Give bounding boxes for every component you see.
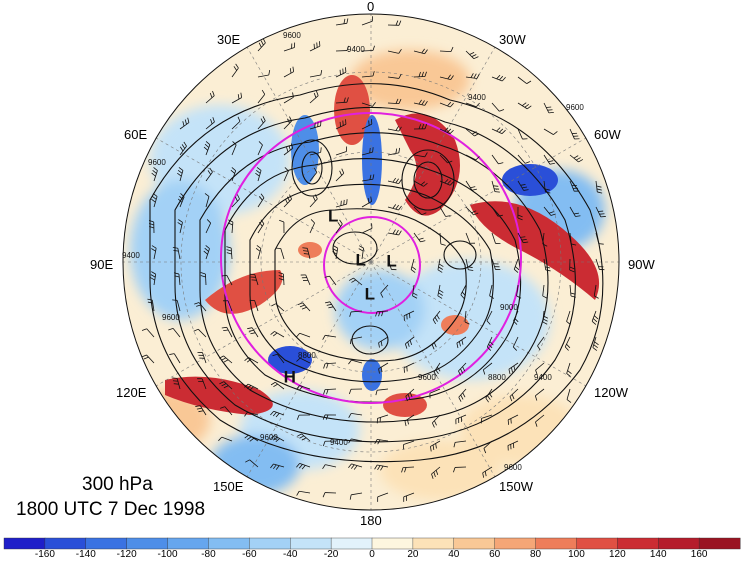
lon-label-120w: 120W	[594, 385, 628, 400]
lon-label-150e: 150E	[213, 479, 244, 494]
lon-label-60w: 60W	[594, 127, 621, 142]
colorbar-segment-14	[576, 537, 618, 550]
contour-label-3: 9600	[566, 103, 584, 112]
lon-label-180: 180	[360, 513, 382, 528]
colorbar-tick-label: -40	[282, 549, 298, 560]
graticule	[123, 14, 619, 510]
anomaly-shading	[130, 50, 605, 500]
contour-label-1: 9400	[347, 45, 365, 54]
contour-label-7: 8800	[298, 351, 316, 360]
colorbar-tick-label: 60	[489, 549, 501, 560]
lon-label-90e: 90E	[90, 257, 114, 272]
colorbar-segment-15	[617, 537, 659, 550]
lon-label-120e: 120E	[116, 385, 147, 400]
lon-label-30w: 30W	[499, 32, 526, 47]
contour-label-8: 9400	[330, 438, 348, 447]
colorbar-tick-label: 160	[690, 549, 708, 560]
colorbar-segment-16	[658, 537, 700, 550]
time-label: 1800 UTC 7 Dec 1998	[16, 499, 206, 520]
colorbar-tick-label: 100	[568, 549, 585, 560]
contour-label-13: 9600	[504, 463, 522, 472]
colorbar-tick-label: -60	[242, 549, 257, 560]
pressure-center-l-2: L	[386, 251, 396, 270]
colorbar-segment-3	[126, 537, 169, 550]
colorbar	[3, 537, 741, 550]
reference-circles	[220, 112, 522, 404]
contour-label-9: 9600	[418, 373, 436, 382]
colorbar-tick-label: -140	[75, 549, 96, 560]
contour-label-5: 9400	[122, 251, 140, 260]
colorbar-tick-label: 120	[608, 549, 626, 560]
colorbar-tick-label: -100	[157, 549, 178, 560]
colorbar-segment-10	[412, 537, 455, 550]
lon-label-30e: 30E	[217, 32, 241, 47]
contour-label-10: 8800	[488, 373, 506, 382]
colorbar-segment-4	[167, 537, 209, 550]
colorbar-tick-label: 20	[407, 549, 419, 560]
pressure-center-l-3: L	[365, 285, 375, 304]
colorbar-segment-8	[330, 537, 373, 550]
colorbar-tick-label: -80	[201, 549, 216, 560]
contour-label-4: 9600	[148, 158, 166, 167]
lon-label-60e: 60E	[124, 127, 148, 142]
colorbar-segment-2	[85, 537, 128, 550]
contour-labels: 9600 9400 9400 9600 9600 9400 9600 8800 9400 9600…	[122, 31, 584, 472]
colorbar-tick-label: 140	[649, 549, 667, 560]
lon-label-0: 0	[367, 0, 375, 14]
lon-label-150w: 150W	[499, 479, 533, 494]
colorbar-segment-0	[3, 537, 46, 550]
contour-label-2: 9400	[468, 93, 486, 102]
contour-label-0: 9600	[283, 31, 301, 40]
contour-label-14: 9600	[260, 433, 278, 442]
pressure-center-l-0: L	[328, 206, 338, 225]
pressure-centers: LL LLH	[284, 206, 397, 386]
colorbar-tick-label: 80	[529, 549, 542, 560]
wind-barbs	[141, 16, 606, 502]
colorbar-tick-label: -160	[34, 549, 55, 560]
colorbar-segment-1	[44, 537, 87, 550]
map-disc	[122, 13, 620, 511]
colorbar-segment-12	[494, 537, 537, 550]
colorbar-tick-label: -120	[116, 549, 137, 560]
contour-label-11: 9000	[500, 303, 518, 312]
colorbar-tick-label: 0	[369, 549, 375, 560]
colorbar-tick-label: 40	[448, 549, 460, 560]
colorbar-tick-label: -20	[323, 549, 339, 560]
colorbar-segment-17	[698, 537, 741, 550]
contour-label-12: 9400	[534, 373, 552, 382]
lon-label-90w: 90W	[628, 257, 655, 272]
height-contours	[149, 83, 604, 463]
colorbar-segment-13	[535, 537, 577, 550]
colorbar-segment-5	[208, 537, 250, 550]
colorbar-segment-6	[249, 537, 291, 550]
colorbar-segment-11	[453, 537, 496, 550]
contour-label-6: 9600	[162, 313, 180, 322]
colorbar-segment-7	[290, 537, 332, 550]
colorbar-segment-9	[371, 537, 414, 550]
pressure-center-h-4: H	[284, 367, 296, 386]
level-label: 300 hPa	[82, 474, 153, 495]
pressure-center-l-1: L	[356, 251, 366, 270]
